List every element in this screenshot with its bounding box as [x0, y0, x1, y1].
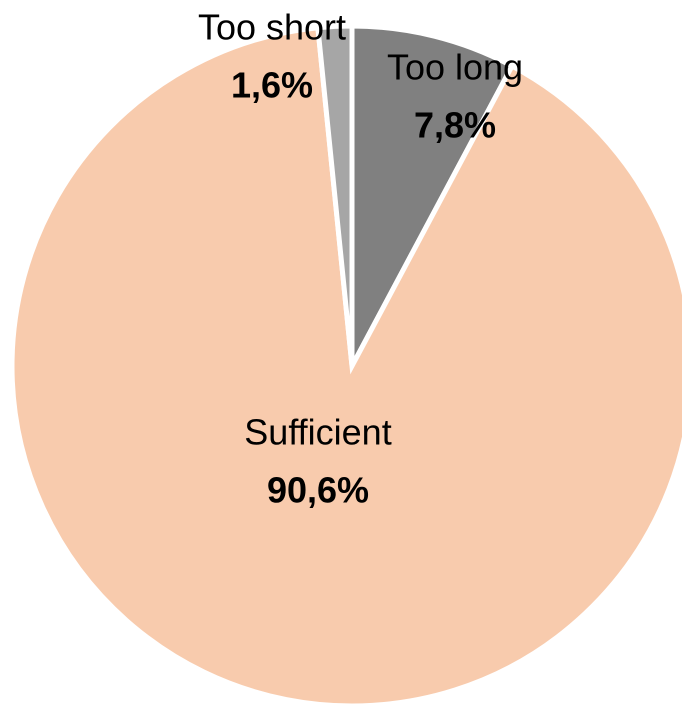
- pie-slice: [315, 23, 355, 367]
- pie-slice: [9, 24, 682, 707]
- slice-label: Too long: [387, 47, 523, 88]
- slice-label: Sufficient: [244, 412, 391, 453]
- slice-value: 90,6%: [267, 470, 369, 511]
- slice-value: 7,8%: [414, 105, 496, 146]
- slice-value: 1,6%: [231, 65, 313, 106]
- slice-label: Too short: [198, 7, 346, 48]
- pie-slice: [349, 23, 516, 368]
